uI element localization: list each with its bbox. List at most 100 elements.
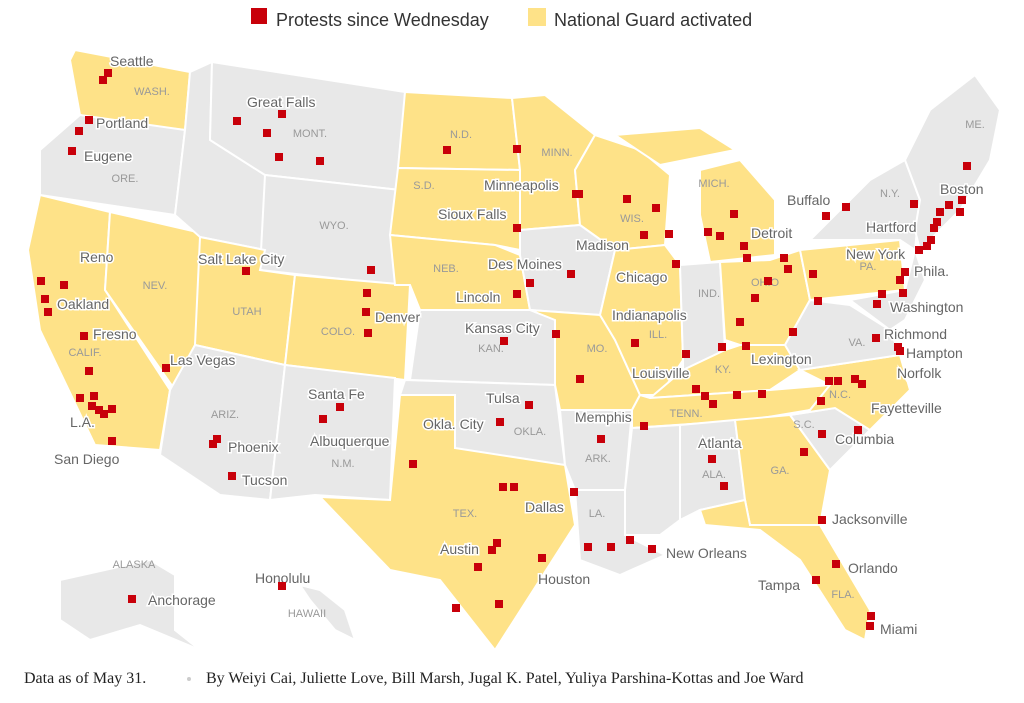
city-label: New York: [846, 246, 906, 262]
city-label: Tampa: [758, 577, 800, 593]
protest-marker: [784, 265, 792, 273]
protest-marker: [817, 397, 825, 405]
protest-marker: [751, 294, 759, 302]
protest-marker: [764, 277, 772, 285]
protest-marker: [76, 394, 84, 402]
protest-marker: [488, 546, 496, 554]
protest-marker: [854, 426, 862, 434]
protest-marker: [570, 488, 578, 496]
protest-marker: [474, 563, 482, 571]
protest-marker: [789, 328, 797, 336]
state-label: ALASKA: [113, 559, 156, 571]
protest-marker: [878, 290, 886, 298]
protest-marker: [108, 405, 116, 413]
state-label: MICH.: [698, 178, 729, 190]
protest-marker: [822, 212, 830, 220]
protest-marker: [362, 308, 370, 316]
protest-marker: [704, 228, 712, 236]
state-label: N.D.: [450, 129, 472, 141]
state-label: WIS.: [620, 213, 644, 225]
protest-marker: [162, 364, 170, 372]
protest-marker: [44, 308, 52, 316]
state: [903, 73, 1002, 252]
protest-marker: [814, 297, 822, 305]
protest-marker: [708, 455, 716, 463]
legend-swatch-protests: [251, 8, 267, 24]
state-label: N.M.: [331, 458, 354, 470]
city-label: Memphis: [575, 409, 632, 425]
city-label: Norfolk: [897, 365, 942, 381]
protest-marker: [108, 437, 116, 445]
state-label: OKLA.: [514, 426, 546, 438]
protest-marker: [896, 276, 904, 284]
state-label: WYO.: [319, 220, 348, 232]
state: [573, 133, 672, 252]
protest-marker: [923, 242, 931, 250]
city-label: Atlanta: [698, 435, 742, 451]
protest-marker: [500, 337, 508, 345]
state-label: NEV.: [143, 280, 168, 292]
city-label: Dallas: [525, 499, 564, 515]
protest-marker: [936, 208, 944, 216]
city-label: Tulsa: [486, 390, 520, 406]
protest-marker: [100, 410, 108, 418]
separator: [187, 677, 191, 681]
protest-marker: [652, 204, 660, 212]
protest-marker: [80, 332, 88, 340]
city-label: Las Vegas: [170, 352, 235, 368]
state-label: MO.: [587, 343, 608, 355]
protest-marker: [899, 289, 907, 297]
state-label: KAN.: [478, 343, 504, 355]
legend-protests: Protests since Wednesday: [276, 10, 489, 30]
city-label: New Orleans: [666, 545, 747, 561]
footer-byline: By Weiyi Cai, Juliette Love, Bill Marsh,…: [206, 670, 803, 687]
protest-marker: [513, 290, 521, 298]
protest-marker: [733, 391, 741, 399]
state-label: ORE.: [112, 173, 139, 185]
state-label: CALIF.: [68, 347, 101, 359]
city-label: Madison: [576, 237, 629, 253]
protest-marker: [213, 435, 221, 443]
protest-marker: [758, 390, 766, 398]
protest-marker: [525, 401, 533, 409]
state: [317, 394, 577, 652]
state-label: COLO.: [321, 326, 355, 338]
state-label: NEB.: [433, 263, 459, 275]
city-label: Minneapolis: [484, 177, 559, 193]
protest-marker: [640, 231, 648, 239]
protest-marker: [499, 483, 507, 491]
protest-marker: [367, 266, 375, 274]
protest-marker: [730, 210, 738, 218]
protest-marker: [41, 295, 49, 303]
state: [297, 583, 357, 642]
city-label: Anchorage: [148, 592, 216, 608]
protest-marker: [496, 418, 504, 426]
city-label: Reno: [80, 249, 114, 265]
city-label: Richmond: [884, 326, 947, 342]
state-label: LA.: [589, 508, 606, 520]
city-label: Okla. City: [423, 416, 484, 432]
city-label: Orlando: [848, 560, 898, 576]
protest-marker: [95, 406, 103, 414]
state-label: WASH.: [134, 86, 170, 98]
protest-marker: [927, 236, 935, 244]
protest-marker: [242, 267, 250, 275]
protest-marker: [910, 200, 918, 208]
city-label: Tucson: [242, 472, 287, 488]
city-label: Fresno: [93, 326, 137, 342]
state-label: PA.: [860, 261, 877, 273]
protest-marker: [736, 318, 744, 326]
protest-marker: [720, 482, 728, 490]
state-label: TENN.: [670, 408, 703, 420]
protest-marker: [409, 460, 417, 468]
city-label: Sioux Falls: [438, 206, 506, 222]
state-label: ALA.: [702, 469, 726, 481]
state-label: HAWAII: [288, 608, 326, 620]
protest-marker: [278, 110, 286, 118]
protest-marker: [567, 270, 575, 278]
protest-marker: [648, 545, 656, 553]
city-label: Santa Fe: [308, 386, 365, 402]
protest-marker: [228, 472, 236, 480]
protest-marker: [842, 203, 850, 211]
protest-marker: [682, 350, 690, 358]
